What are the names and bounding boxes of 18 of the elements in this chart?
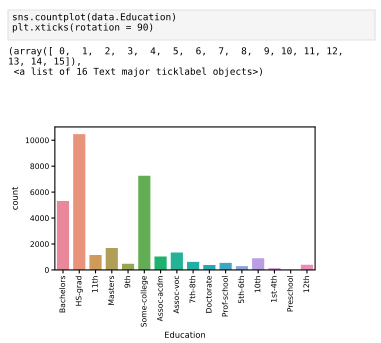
text: sns.countplot(data.Education) plt.xticks(rotation = 90) <box>12 13 175 32</box>
bar <box>186 261 200 270</box>
x-axis-title: Education <box>165 331 206 338</box>
bar <box>137 174 152 270</box>
bar <box>154 256 168 270</box>
bar <box>300 264 314 270</box>
bar <box>251 257 266 270</box>
text: (array([ 0, 1, 2, 3, 4, 5, 6, 7, 8, 9, 10, 11, 12, 13, 14, 15]), <a list of 16 Text major ticklabel objects>) <box>9 47 342 77</box>
bar <box>56 200 70 270</box>
bar <box>104 247 119 270</box>
bar <box>72 133 86 270</box>
bar <box>88 254 102 270</box>
bar <box>234 265 249 270</box>
bar <box>170 252 184 270</box>
y-axis-title: count <box>12 186 18 210</box>
bar <box>202 264 216 270</box>
bar <box>218 262 233 270</box>
bar <box>121 262 135 270</box>
